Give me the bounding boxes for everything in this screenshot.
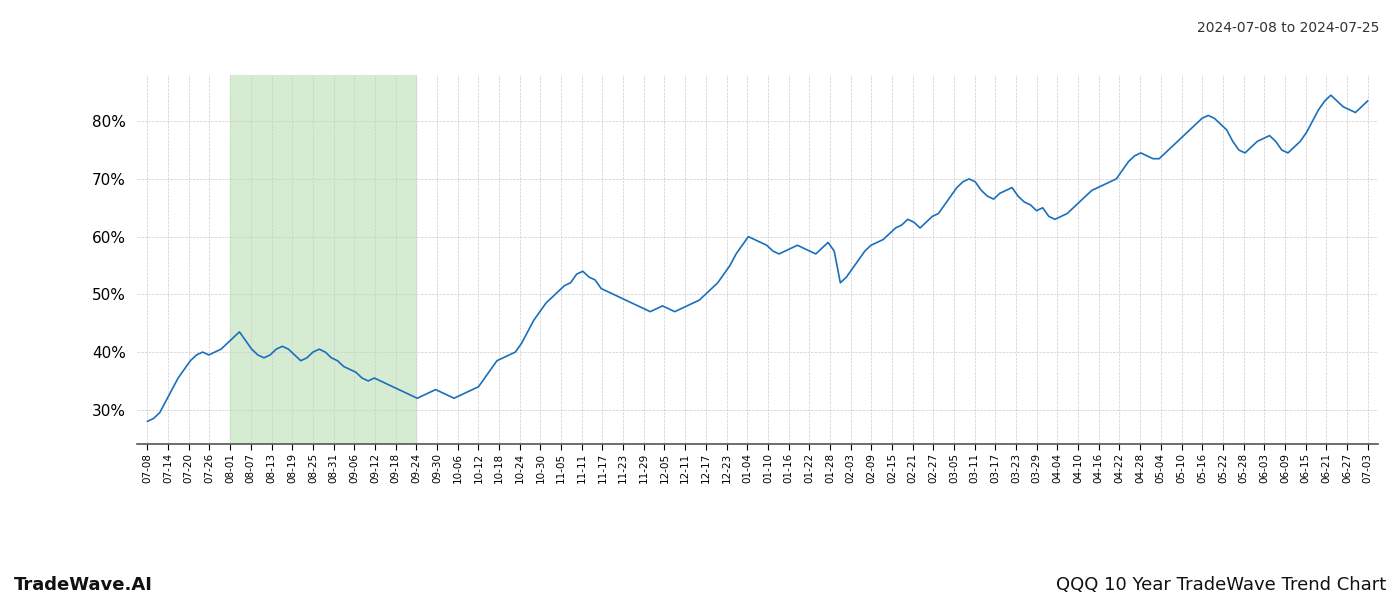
Bar — [230, 75, 416, 445]
Text: TradeWave.AI: TradeWave.AI — [14, 576, 153, 594]
Text: 2024-07-08 to 2024-07-25: 2024-07-08 to 2024-07-25 — [1197, 21, 1379, 35]
Text: QQQ 10 Year TradeWave Trend Chart: QQQ 10 Year TradeWave Trend Chart — [1056, 576, 1386, 594]
